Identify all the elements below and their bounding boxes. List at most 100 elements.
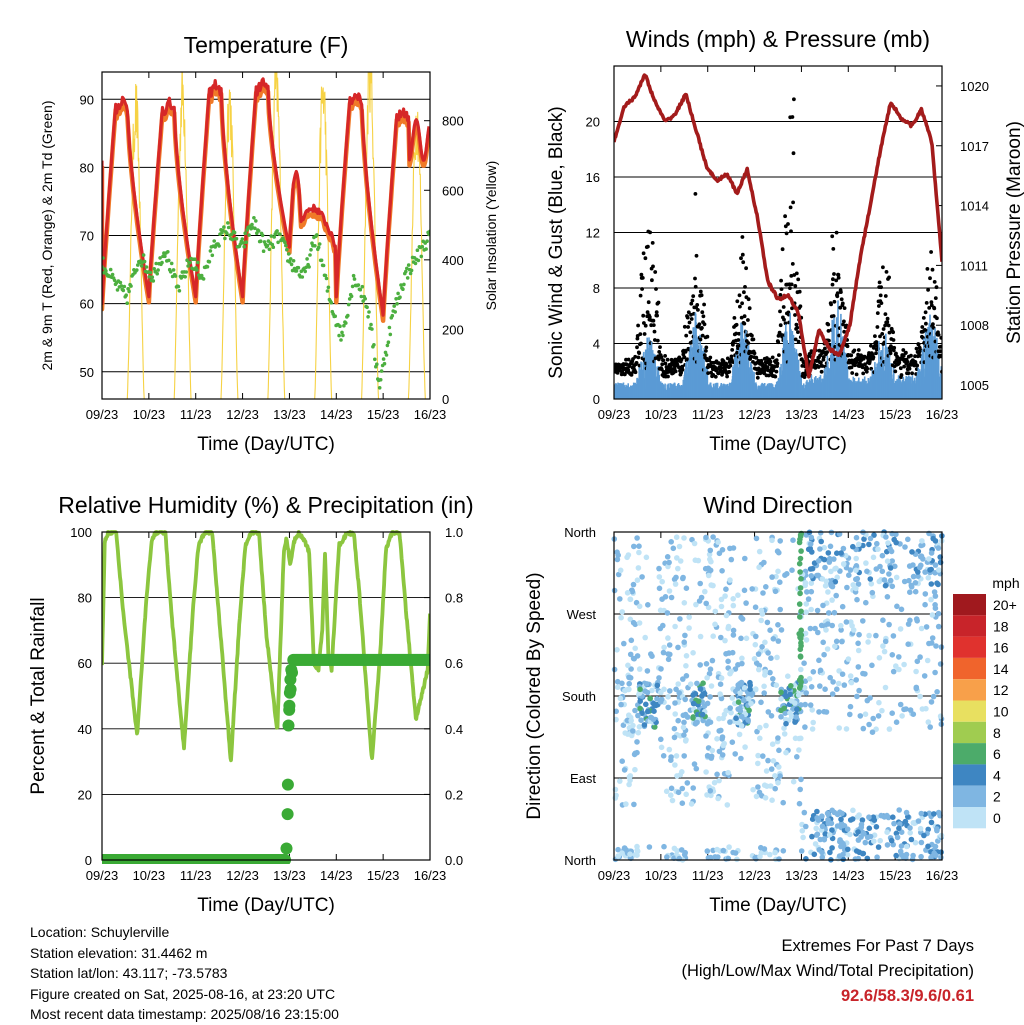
wind-direction-point bbox=[926, 640, 932, 647]
wind-direction-point bbox=[675, 565, 681, 572]
wind-direction-point bbox=[775, 638, 782, 644]
wind-gust-point bbox=[874, 351, 878, 356]
wind-direction-point bbox=[787, 710, 793, 716]
wind-direction-point bbox=[710, 534, 716, 540]
wind-direction-point bbox=[926, 556, 932, 562]
wind-direction-point bbox=[796, 800, 803, 807]
wind-direction-point bbox=[630, 655, 637, 662]
wind-direction-point bbox=[854, 693, 860, 700]
wind-y-tick-label: 16 bbox=[586, 170, 600, 185]
wind-gust-point bbox=[700, 326, 704, 330]
wind-direction-point bbox=[803, 823, 809, 830]
wind-direction-point bbox=[905, 536, 911, 543]
wind-direction-point bbox=[790, 537, 796, 543]
wind-gust-point bbox=[651, 264, 655, 269]
wind-direction-point bbox=[798, 608, 804, 615]
wind-direction-point bbox=[761, 683, 767, 690]
wind-direction-point bbox=[672, 700, 678, 706]
wind-direction-point bbox=[802, 701, 808, 708]
wind-gust-point bbox=[933, 296, 938, 300]
wind-direction-point bbox=[735, 685, 741, 691]
wind-direction-point bbox=[866, 814, 872, 820]
wind-gust-point bbox=[689, 317, 694, 321]
dewpoint-point bbox=[186, 264, 190, 268]
wind-direction-point bbox=[728, 556, 735, 563]
wind-direction-point bbox=[658, 744, 665, 751]
wind-direction-point bbox=[693, 601, 699, 608]
wind-gust-point bbox=[877, 280, 882, 285]
wind-direction-point bbox=[683, 663, 689, 669]
wind-direction-point bbox=[807, 625, 814, 632]
dewpoint-point bbox=[207, 260, 212, 264]
wind-direction-point bbox=[694, 719, 700, 726]
wind-gust-point bbox=[907, 366, 912, 371]
rh-x-tick-label: 15/23 bbox=[367, 868, 400, 883]
wind-direction-point bbox=[775, 735, 781, 741]
dewpoint-point bbox=[406, 263, 411, 267]
wind-direction-point bbox=[856, 687, 862, 694]
wind-direction-point bbox=[869, 589, 876, 596]
wind-direction-point bbox=[833, 638, 840, 645]
wind-direction-point bbox=[772, 588, 779, 595]
wind-direction-point bbox=[761, 782, 768, 788]
wind-gust-point bbox=[854, 372, 859, 377]
wind-direction-point bbox=[704, 675, 710, 681]
wind-direction-point bbox=[808, 573, 815, 579]
wind-gust-point bbox=[819, 360, 823, 365]
dewpoint-point bbox=[349, 294, 354, 299]
wind-direction-point bbox=[681, 732, 687, 738]
wind-direction-point bbox=[732, 751, 738, 757]
dewpoint-point bbox=[167, 258, 171, 263]
dewpoint-point bbox=[250, 222, 254, 227]
wind-direction-point bbox=[821, 836, 828, 843]
wind-direction-point bbox=[665, 694, 671, 700]
wind-direction-point bbox=[735, 699, 742, 705]
wind-direction-point bbox=[820, 639, 826, 646]
rh-y-tick-label: 20 bbox=[78, 787, 92, 802]
dewpoint-point bbox=[373, 357, 377, 362]
wdir-ylabel: Direction (Colored By Speed) bbox=[524, 572, 545, 819]
wind-gust-point bbox=[837, 333, 841, 338]
wind-direction-point bbox=[785, 673, 791, 679]
rh-title: Relative Humidity (%) & Precipitation (i… bbox=[58, 492, 473, 518]
wind-direction-point bbox=[783, 720, 789, 727]
wind-direction-point bbox=[905, 621, 912, 627]
dewpoint-point bbox=[409, 268, 414, 273]
wind-direction-point bbox=[880, 643, 886, 649]
wind-direction-point bbox=[664, 854, 670, 860]
rh-y2-tick-label: 0.0 bbox=[445, 853, 463, 868]
wind-direction-point bbox=[910, 562, 916, 568]
wind-direction-point bbox=[746, 696, 752, 702]
wind-y2-tick-label: 1020 bbox=[960, 79, 989, 94]
wind-direction-point bbox=[886, 571, 892, 577]
wind-direction-point bbox=[896, 821, 903, 827]
wind-direction-point bbox=[627, 851, 633, 857]
wind-direction-point bbox=[907, 707, 914, 713]
wind-gust-point bbox=[938, 349, 942, 354]
wind-direction-point bbox=[912, 580, 919, 586]
wind-direction-point bbox=[809, 707, 815, 713]
wind-direction-point bbox=[622, 730, 628, 736]
wind-direction-point bbox=[628, 717, 634, 724]
wind-direction-point bbox=[753, 660, 760, 666]
dewpoint-point bbox=[300, 275, 305, 279]
wind-direction-point bbox=[708, 683, 715, 689]
wind-direction-point bbox=[734, 856, 740, 863]
dewpoint-point bbox=[365, 305, 369, 310]
wind-gust-point bbox=[936, 333, 941, 337]
wind-direction-point bbox=[898, 843, 905, 849]
wind-direction-point bbox=[826, 610, 832, 616]
wind-direction-point bbox=[923, 705, 929, 712]
wind-direction-point bbox=[666, 588, 673, 594]
wind-direction-point bbox=[672, 711, 678, 717]
wind-direction-point bbox=[730, 602, 737, 609]
wind-gust-point bbox=[842, 306, 847, 310]
dewpoint-point bbox=[244, 240, 248, 244]
wind-direction-point bbox=[835, 680, 842, 687]
wdir-x-tick-label: 15/23 bbox=[879, 868, 912, 883]
wind-direction-point bbox=[743, 635, 750, 642]
wind-direction-point bbox=[850, 807, 856, 814]
wind-direction-point bbox=[847, 703, 854, 710]
wind-direction-point bbox=[822, 564, 828, 571]
wind-gust-point bbox=[749, 354, 754, 359]
